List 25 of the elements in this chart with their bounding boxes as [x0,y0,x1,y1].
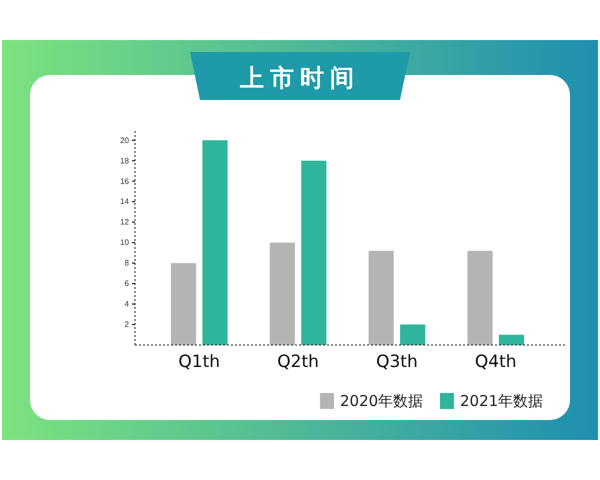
x-tick-label: Q3th [376,352,418,372]
bar [202,140,228,345]
y-tick-label: 6 [124,279,130,288]
bar [170,263,196,345]
y-tick-label: 12 [120,218,130,227]
bar [270,242,295,345]
x-tick-label: Q2th [277,352,319,372]
y-tick-label: 20 [120,136,130,145]
bar [301,160,326,345]
x-tick-label: Q1th [178,352,220,372]
bar [400,324,426,345]
y-tick-label: 8 [124,258,130,268]
bar [467,250,493,345]
y-tick-label: 2 [124,320,130,330]
y-tick-label: 14 [120,197,130,206]
y-tick-label: 18 [120,156,130,166]
bar [498,334,524,345]
bar [368,250,394,345]
legend-label: 2021年数据 [460,392,544,410]
y-tick-label: 10 [120,238,130,248]
chart-title: 上市时间 [239,64,360,92]
y-tick-label: 4 [124,300,130,309]
y-tick-label: 16 [120,176,130,186]
x-tick-label: Q4th [474,352,517,372]
legend-label: 2020年数据 [340,392,424,410]
